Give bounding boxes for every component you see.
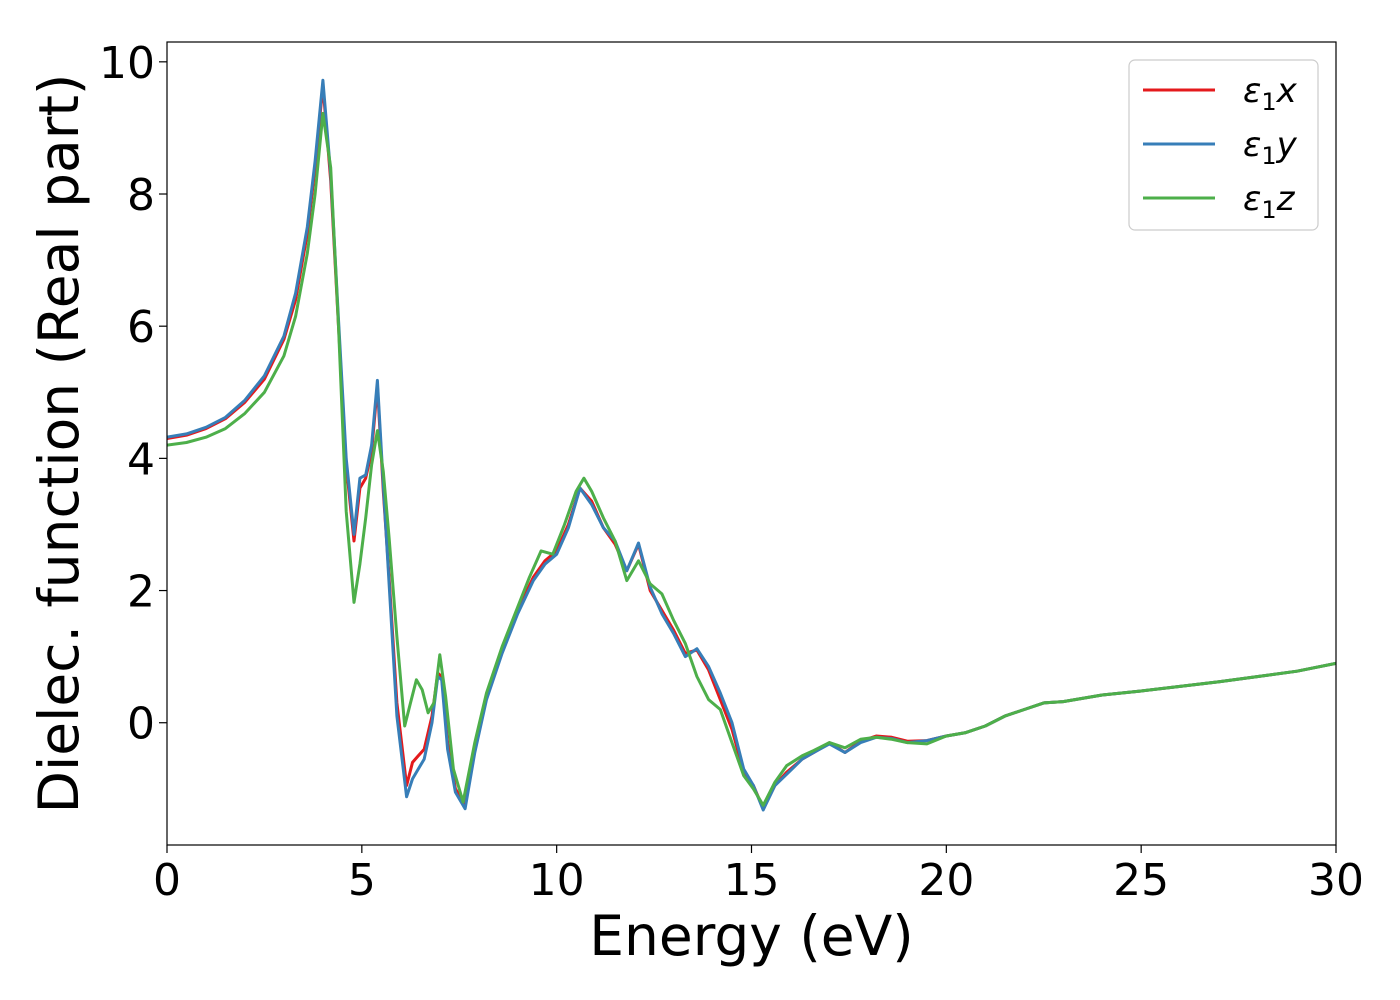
legend-label-x: ε1x	[1243, 71, 1298, 116]
y-tick-label: 2	[127, 567, 155, 618]
y-tick-label: 10	[99, 38, 155, 89]
x-tick-label: 0	[153, 855, 181, 906]
series-layer	[167, 78, 1336, 812]
y-tick-label: 0	[127, 699, 155, 750]
x-tick-label: 5	[348, 855, 376, 906]
legend-label-y: ε1y	[1243, 125, 1298, 170]
x-axis: 0 5 10 15 20 25 30	[153, 845, 1364, 906]
legend-box	[1128, 59, 1319, 231]
legend: ε1x ε1y ε1z	[1128, 59, 1319, 231]
legend-label-z: ε1z	[1243, 179, 1296, 224]
series-line-z	[167, 111, 1336, 807]
x-tick-label: 30	[1308, 855, 1364, 906]
y-tick-label: 8	[127, 170, 155, 221]
x-axis-label: Energy (eV)	[589, 904, 913, 968]
x-tick-label: 10	[529, 855, 585, 906]
y-axis-label: Dielec. function (Real part)	[27, 74, 91, 814]
series-line-y	[167, 78, 1336, 812]
x-tick-label: 20	[918, 855, 974, 906]
y-tick-label: 6	[127, 302, 155, 353]
y-axis: 0 2 4 6 8 10	[99, 38, 167, 750]
y-tick-label: 4	[127, 434, 155, 485]
x-tick-label: 25	[1113, 855, 1169, 906]
x-tick-label: 15	[724, 855, 780, 906]
